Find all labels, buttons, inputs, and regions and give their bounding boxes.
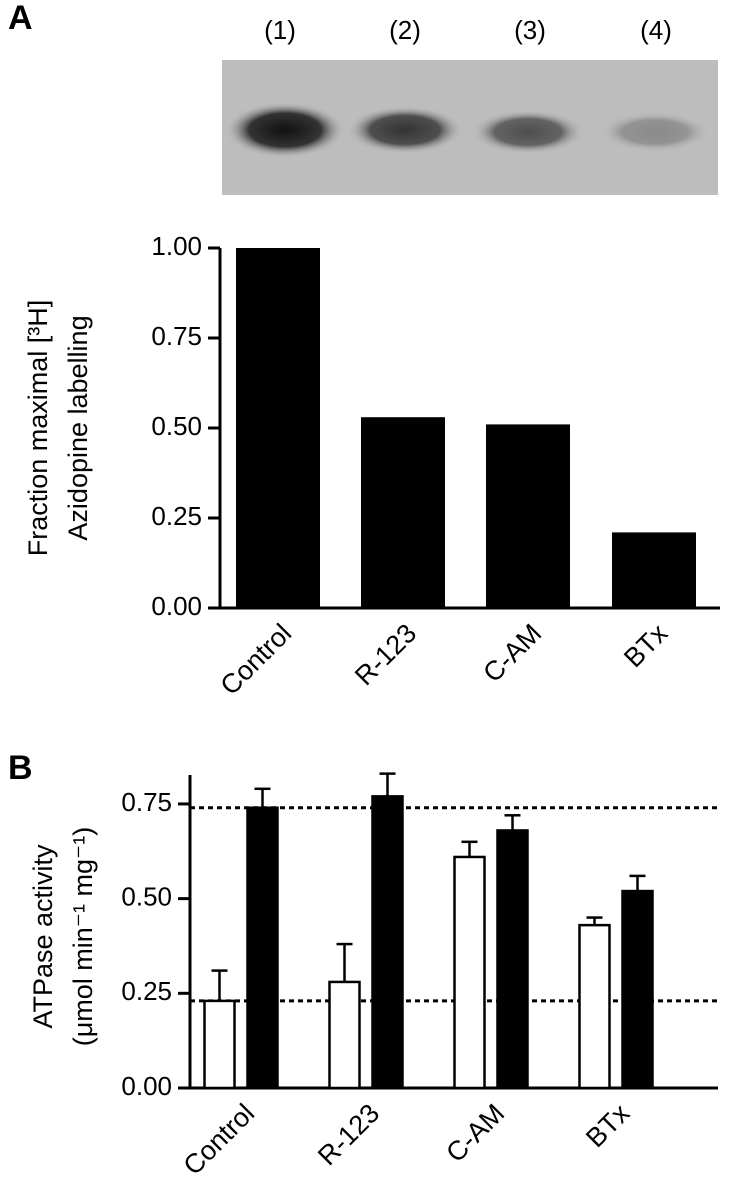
x-tick-label: C-AM <box>477 618 547 688</box>
x-tick-label: BTx <box>618 618 674 674</box>
gel-image <box>222 60 718 195</box>
y-axis-label: Fraction maximal [³H] <box>23 300 53 557</box>
lane-label: (2) <box>389 15 421 45</box>
x-tick-label: C-AM <box>440 1098 510 1168</box>
bar <box>496 829 529 1090</box>
bar <box>328 980 361 1090</box>
x-tick-label: BTx <box>580 1098 636 1154</box>
bar <box>203 999 236 1090</box>
y-tick-label: 0.50 <box>121 882 172 912</box>
panel-label: A <box>8 0 33 37</box>
y-tick-label: 0.00 <box>121 1071 172 1101</box>
x-tick-label: Control <box>178 1098 261 1181</box>
bar <box>486 424 570 608</box>
y-tick-label: 0.00 <box>151 591 202 621</box>
y-axis-label: ATPase activity <box>28 844 58 1029</box>
y-tick-label: 0.75 <box>151 321 202 351</box>
bar <box>612 532 696 608</box>
y-tick-label: 0.75 <box>121 787 172 817</box>
x-tick-label: R-123 <box>349 618 422 691</box>
lane-label: (3) <box>514 15 546 45</box>
panel-label: B <box>8 749 33 787</box>
y-tick-label: 0.25 <box>121 976 172 1006</box>
bar <box>453 855 486 1090</box>
lane-label: (1) <box>264 15 296 45</box>
bar <box>236 248 320 608</box>
bar <box>371 795 404 1090</box>
y-tick-label: 1.00 <box>151 231 202 261</box>
bar <box>621 889 654 1090</box>
x-tick-label: Control <box>215 618 298 701</box>
x-tick-label: R-123 <box>312 1098 385 1171</box>
y-tick-label: 0.25 <box>151 501 202 531</box>
y-axis-label: (μmol min⁻¹ mg⁻¹) <box>68 827 98 1047</box>
bar <box>578 923 611 1090</box>
bar <box>361 417 445 608</box>
y-tick-label: 0.50 <box>151 411 202 441</box>
lane-label: (4) <box>640 15 672 45</box>
y-axis-label: Azidopine labelling <box>63 315 93 540</box>
bar <box>246 806 279 1090</box>
